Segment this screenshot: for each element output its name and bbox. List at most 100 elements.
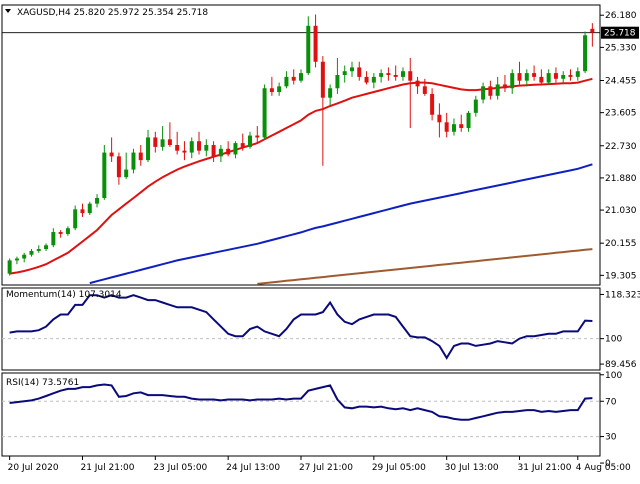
candle-body	[7, 260, 12, 274]
candle-body	[349, 67, 354, 72]
candle	[146, 129, 151, 163]
x-axis-tick: 27 Jul 21:00	[299, 463, 353, 473]
candle	[517, 61, 522, 85]
mom-pane-frame	[1, 287, 601, 371]
candle-body	[335, 75, 340, 89]
candle-body	[197, 141, 202, 151]
candle-body	[204, 145, 209, 151]
x-axis-tick: 31 Jul 21:00	[518, 463, 572, 473]
candle	[175, 131, 180, 155]
candle	[546, 69, 551, 85]
candle	[167, 122, 172, 147]
candle-body	[524, 73, 529, 81]
candle	[248, 131, 253, 149]
candle	[583, 31, 588, 74]
candle-body	[262, 88, 267, 138]
momentum-axis-tick: 100	[605, 335, 622, 345]
candle	[226, 141, 231, 157]
candle	[58, 230, 63, 238]
candle-body	[430, 93, 435, 115]
candle	[160, 126, 165, 151]
candle-body	[284, 76, 289, 87]
candle	[306, 16, 311, 75]
candle-body	[160, 139, 165, 147]
candle	[502, 75, 507, 93]
candle	[539, 69, 544, 85]
ma-fast-line	[9, 77, 593, 275]
current-price-tag-bg	[601, 26, 639, 39]
candle	[95, 194, 100, 208]
x-axis-tick: 23 Jul 05:00	[153, 463, 207, 473]
candle	[204, 139, 209, 157]
price-axis-tick: 20.155	[605, 239, 637, 249]
rsi-label: RSI(14) 73.5761	[6, 378, 79, 388]
candle	[473, 95, 478, 117]
candle-body	[22, 254, 27, 259]
candle-body	[233, 143, 238, 155]
candle	[277, 82, 282, 96]
candle	[73, 205, 78, 231]
candle	[379, 69, 384, 83]
candle-body	[131, 152, 136, 170]
candle	[553, 67, 558, 83]
candle-body	[36, 249, 41, 251]
x-axis-tick: 4 Aug 05:00	[576, 463, 631, 473]
candle	[240, 133, 245, 151]
symbol-dropdown-icon[interactable]	[5, 9, 11, 13]
momentum-line	[9, 294, 593, 360]
candle	[459, 114, 464, 132]
candle-body	[124, 169, 129, 178]
candle	[153, 131, 158, 153]
candle-body	[116, 156, 121, 178]
price-axis-tick: 21.880	[605, 174, 637, 184]
candle	[342, 65, 347, 83]
candle	[510, 69, 515, 94]
candle-body	[153, 137, 158, 147]
x-axis-tick: 30 Jul 13:00	[445, 463, 499, 473]
candle	[313, 14, 318, 68]
rsi-axis-tick: 70	[605, 397, 617, 407]
candle	[364, 71, 369, 85]
candle-body	[73, 209, 78, 229]
candle-body	[583, 35, 588, 72]
candle-body	[211, 145, 216, 157]
candle	[481, 82, 486, 104]
candle	[44, 243, 49, 251]
price-axis-tick: 19.305	[605, 271, 637, 281]
candle-body	[240, 143, 245, 147]
price-axis-tick: 22.730	[605, 142, 637, 152]
candle	[7, 258, 12, 276]
candle-body	[510, 73, 515, 89]
candle	[466, 110, 471, 132]
candle	[371, 73, 376, 89]
candle-body	[400, 71, 405, 77]
candle-body	[138, 152, 143, 161]
candle-body	[29, 250, 34, 255]
candle	[269, 76, 274, 96]
candle-body	[226, 148, 231, 155]
candle-body	[313, 25, 318, 62]
momentum-label: Momentum(14) 107.3014	[6, 290, 122, 300]
candle	[430, 88, 435, 121]
candle-body	[328, 88, 333, 98]
x-axis-tick: 24 Jul 13:00	[226, 463, 280, 473]
candle-body	[95, 197, 100, 204]
candle	[328, 84, 333, 106]
candle	[189, 137, 194, 159]
candle-body	[182, 150, 187, 153]
candle	[116, 152, 121, 185]
candle	[22, 252, 27, 263]
candle	[211, 141, 216, 163]
candle	[284, 71, 289, 89]
candle	[124, 152, 129, 180]
x-axis-tick: 20 Jul 2020	[8, 463, 59, 473]
candle-body	[277, 86, 282, 93]
candle-body	[415, 80, 420, 87]
price-axis-tick: 26.180	[605, 11, 637, 21]
candle-body	[248, 135, 253, 147]
candle-body	[481, 86, 486, 100]
candle	[36, 245, 41, 253]
candle-body	[517, 73, 522, 81]
